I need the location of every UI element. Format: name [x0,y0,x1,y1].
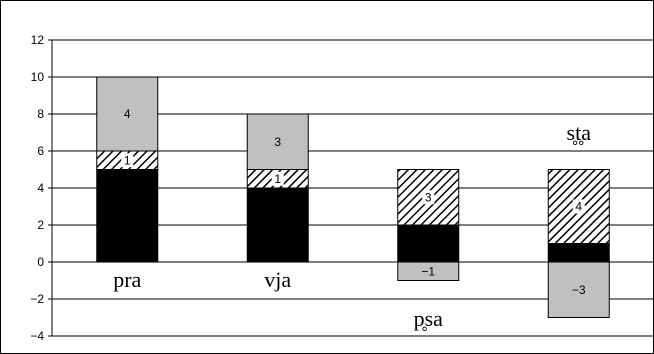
segment-label-bg [572,199,585,214]
y-tick-label: 2 [37,218,44,232]
y-tick-label: −2 [30,292,44,306]
segment-value-label: −3 [572,283,586,297]
bar-segment-sta-2 [547,261,610,318]
bar-segment-pra-0 [96,169,159,263]
y-tick-label: 8 [37,107,44,121]
segment-value-label: 1 [124,153,131,167]
category-label: pra [113,267,141,292]
y-tick-label: 12 [31,33,45,47]
bar-segment-vja-2 [246,113,309,170]
segment-value-label: 4 [575,200,582,214]
category-label: p̥sa [414,306,444,331]
y-tick-label: −4 [30,329,44,343]
segment-value-label: 3 [274,135,281,149]
segment-label-bg [271,171,284,186]
y-tick-label: 10 [31,70,45,84]
segment-value-label: 2 [425,237,432,251]
y-tick-label: 6 [37,144,44,158]
segment-label-bg [121,153,134,168]
y-tick-label: 4 [37,181,44,195]
segment-value-label: 4 [274,218,281,232]
segment-label-bg [422,190,435,205]
segment-value-label: 1 [274,172,281,186]
segment-value-label: 3 [425,190,432,204]
bar-segment-pra-2 [96,76,159,152]
segment-value-label: 5 [124,209,131,223]
category-label: vja [264,267,291,292]
segment-value-label: 4 [124,107,131,121]
segment-value-label: −1 [421,264,435,278]
segment-value-label: 1 [575,246,582,260]
bar-segment-psa-2 [397,261,460,281]
category-label: s̥t̥a [567,120,592,145]
y-tick-label: 0 [37,255,44,269]
